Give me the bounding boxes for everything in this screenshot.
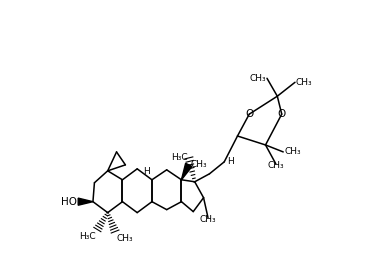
Text: H₃C: H₃C bbox=[79, 232, 96, 241]
Text: CH₃: CH₃ bbox=[190, 160, 207, 169]
Polygon shape bbox=[181, 163, 192, 180]
Text: H: H bbox=[143, 167, 150, 176]
Text: H₃C: H₃C bbox=[171, 153, 187, 163]
Text: CH₃: CH₃ bbox=[296, 78, 312, 87]
Text: CH₃: CH₃ bbox=[249, 74, 266, 83]
Text: O: O bbox=[278, 109, 286, 119]
Polygon shape bbox=[78, 198, 93, 205]
Text: CH₃: CH₃ bbox=[267, 161, 284, 170]
Text: HO: HO bbox=[61, 197, 77, 207]
Text: O: O bbox=[245, 109, 253, 119]
Text: CH₃: CH₃ bbox=[200, 215, 216, 224]
Text: H: H bbox=[227, 157, 234, 166]
Text: CH₃: CH₃ bbox=[285, 147, 301, 156]
Text: CH₃: CH₃ bbox=[116, 234, 133, 243]
